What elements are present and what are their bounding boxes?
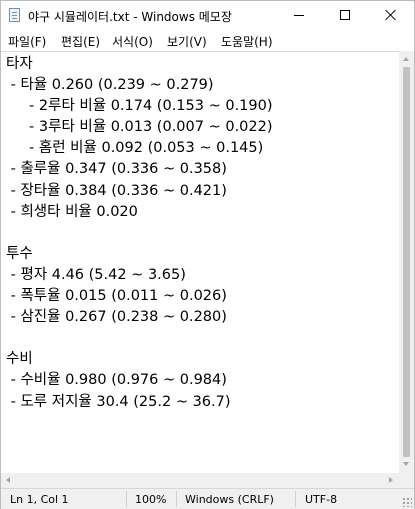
menu-view[interactable]: 보기(V) [167, 35, 207, 49]
zoom-level: 100% [135, 493, 167, 506]
line-ending: Windows (CRLF) [185, 493, 274, 506]
vertical-scrollbar[interactable] [399, 51, 414, 473]
text-line [6, 223, 273, 244]
text-encoding: UTF-8 [305, 493, 338, 506]
text-editor[interactable]: 타자 - 타율 0.260 (0.239 ~ 0.279) - 2루타 비율 0… [1, 51, 399, 474]
minimize-button[interactable] [276, 1, 322, 30]
horizontal-scrollbar[interactable] [1, 473, 399, 488]
menu-edit[interactable]: 편집(E) [61, 35, 101, 49]
text-line: - 3루타 비율 0.013 (0.007 ~ 0.022) [6, 119, 273, 136]
scroll-left-icon[interactable] [6, 477, 10, 483]
vertical-scroll-thumb[interactable] [403, 67, 410, 457]
text-line: - 2루타 비율 0.174 (0.153 ~ 0.190) [6, 98, 273, 115]
text-line: - 출루율 0.347 (0.336 ~ 0.358) [6, 161, 227, 178]
status-divider [126, 491, 127, 507]
text-line: - 타율 0.260 (0.239 ~ 0.279) [6, 77, 214, 94]
text-line: - 홈런 비율 0.092 (0.053 ~ 0.145) [6, 140, 264, 157]
text-line: - 장타율 0.384 (0.336 ~ 0.421) [6, 182, 227, 199]
scrollbar-corner [399, 473, 414, 488]
text-line: 타자 [6, 56, 33, 72]
maximize-icon [340, 10, 350, 20]
maximize-button[interactable] [322, 1, 368, 30]
title-bar[interactable]: 야구 시뮬레이터.txt - Windows 메모장 [1, 1, 414, 30]
menu-file[interactable]: 파일(F) [8, 35, 47, 49]
text-line: 투수 [6, 245, 33, 262]
scroll-down-icon[interactable] [403, 462, 409, 466]
text-line: - 폭투율 0.015 (0.011 ~ 0.026) [6, 288, 227, 305]
status-bar: Ln 1, Col 1 100% Windows (CRLF) UTF-8 [1, 488, 414, 509]
scroll-up-icon[interactable] [403, 57, 409, 61]
status-divider [176, 491, 177, 507]
scroll-right-icon[interactable] [389, 477, 393, 483]
text-line: - 평자 4.46 (5.42 ~ 3.65) [6, 266, 186, 283]
text-line: - 삼진율 0.267 (0.238 ~ 0.280) [6, 309, 227, 326]
menu-help[interactable]: 도움말(H) [221, 35, 273, 49]
cursor-position: Ln 1, Col 1 [10, 493, 69, 506]
close-icon [385, 9, 397, 21]
minimize-icon [294, 15, 304, 16]
resize-grip-icon[interactable] [402, 497, 412, 507]
close-button[interactable] [368, 1, 414, 30]
menu-format[interactable]: 서식(O) [112, 35, 153, 49]
text-line: 수비 [6, 351, 33, 368]
text-line [6, 328, 273, 349]
text-line: - 희생타 비율 0.020 [6, 203, 138, 220]
window-title: 야구 시뮬레이터.txt - Windows 메모장 [28, 10, 232, 24]
status-divider [295, 491, 296, 507]
menu-bar: 파일(F) 편집(E) 서식(O) 보기(V) 도움말(H) [1, 30, 414, 50]
text-line: - 수비율 0.980 (0.976 ~ 0.984) [6, 372, 227, 389]
document-text[interactable]: 타자 - 타율 0.260 (0.239 ~ 0.279) - 2루타 비율 0… [6, 54, 273, 413]
text-line: - 도루 저지율 30.4 (25.2 ~ 36.7) [6, 393, 231, 410]
notepad-icon [9, 8, 20, 22]
